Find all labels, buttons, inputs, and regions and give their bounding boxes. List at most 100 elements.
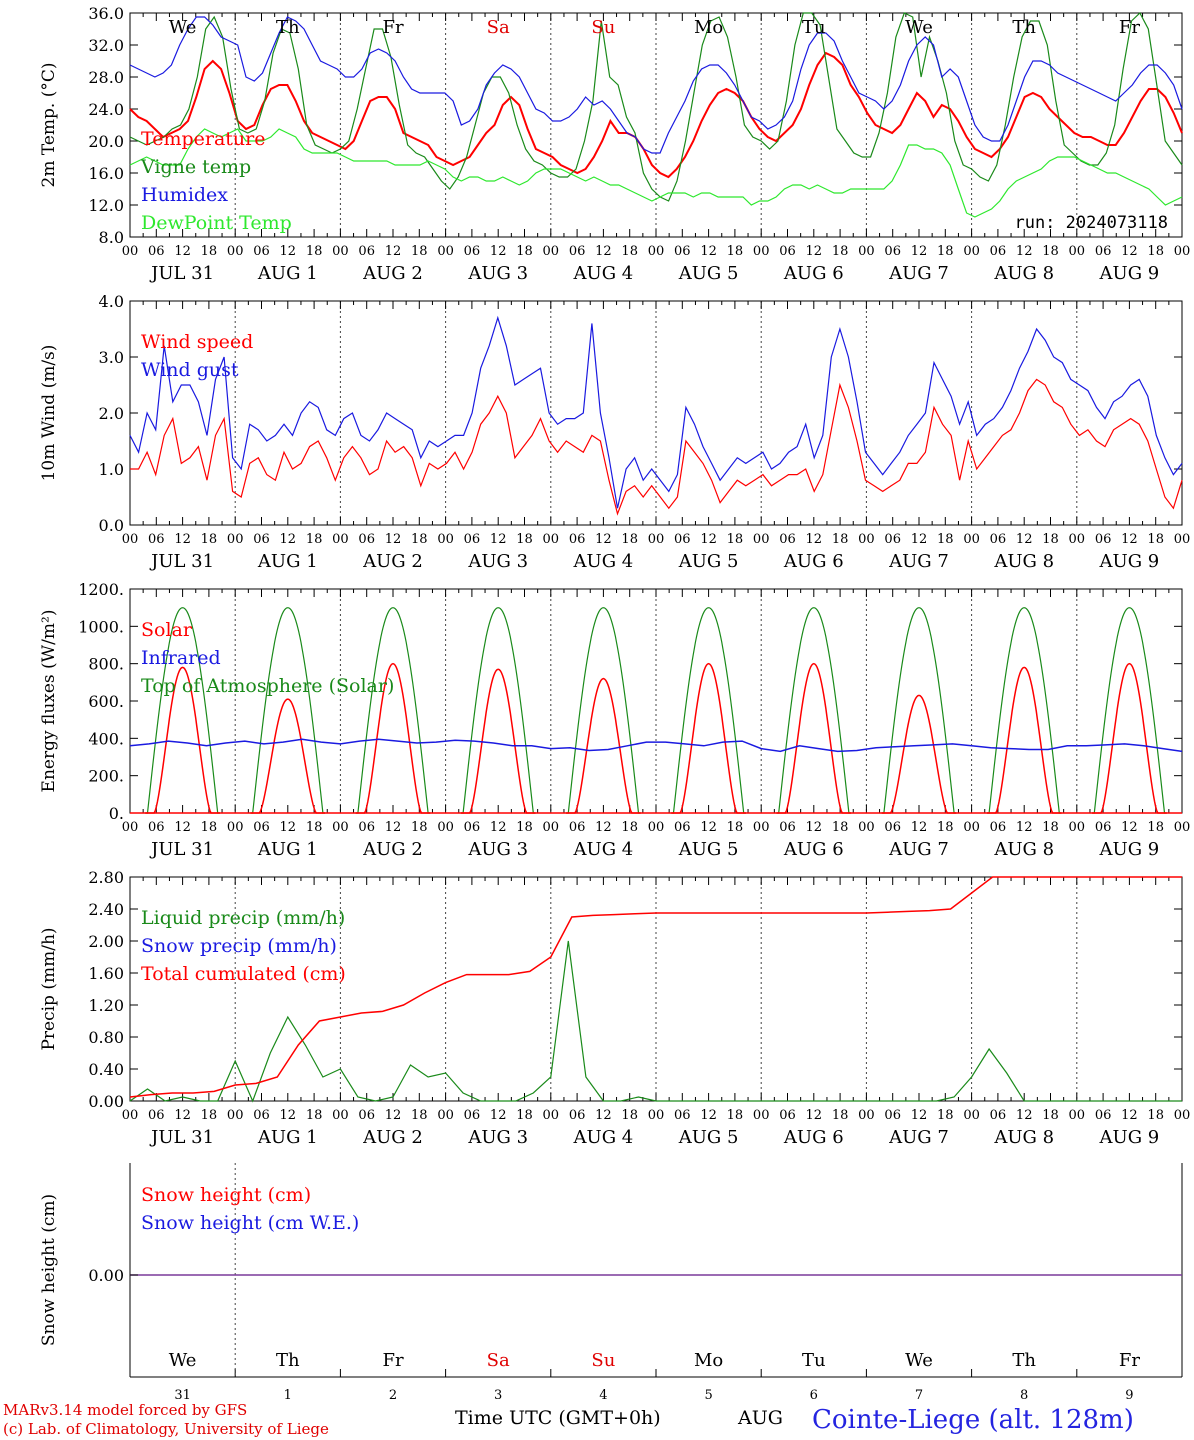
toa-solar-curve xyxy=(145,607,220,814)
y-tick-label: 1.0 xyxy=(99,460,124,479)
x-hour-label: 18 xyxy=(516,244,533,259)
x-hour-label: 00 xyxy=(648,244,665,259)
y-tick-label: 0.40 xyxy=(88,1060,124,1079)
x-hour-label: 00 xyxy=(122,244,139,259)
x-hour-label: 00 xyxy=(122,1108,139,1123)
x-date-label: AUG 8 xyxy=(993,839,1054,860)
weekday-label: Fr xyxy=(1119,17,1140,38)
legend-entry: Wind speed xyxy=(141,331,253,353)
x-hour-label: 12 xyxy=(806,532,823,547)
x-date-label: AUG 8 xyxy=(993,263,1054,284)
x-hour-label: 12 xyxy=(595,1108,612,1123)
x-date-label: JUL 31 xyxy=(149,263,214,284)
x-hour-label: 18 xyxy=(516,532,533,547)
x-hour-label: 00 xyxy=(437,244,454,259)
solar-curve xyxy=(881,694,957,814)
x-hour-label: 06 xyxy=(884,820,901,835)
x-hour-label: 18 xyxy=(1042,244,1059,259)
x-hour-label: 12 xyxy=(385,532,402,547)
x-hour-label: 06 xyxy=(569,820,586,835)
x-hour-label: 12 xyxy=(700,532,717,547)
y-tick-label: 0.00 xyxy=(88,1266,124,1285)
solar-curve xyxy=(671,662,746,814)
x-hour-label: 18 xyxy=(411,1108,428,1123)
x-date-label: AUG 8 xyxy=(993,1127,1054,1148)
series-line-3 xyxy=(129,128,1183,218)
x-hour-label: 18 xyxy=(306,244,323,259)
x-date-label: AUG 9 xyxy=(1099,263,1160,284)
x-hour-label: 18 xyxy=(727,820,744,835)
x-hour-label: 18 xyxy=(937,1108,954,1123)
series-line-0 xyxy=(129,51,1183,179)
x-hour-label: 12 xyxy=(1016,820,1033,835)
toa-solar-curve xyxy=(776,607,852,814)
x-hour-label: 12 xyxy=(280,820,297,835)
toa-solar-curve xyxy=(460,607,536,814)
weekday-label: We xyxy=(169,17,197,38)
x-hour-label: 00 xyxy=(332,244,349,259)
x-hour-label: 12 xyxy=(911,532,928,547)
weekday-label: Tu xyxy=(802,1350,826,1371)
x-hour-label: 06 xyxy=(148,820,165,835)
day-number-label: 9 xyxy=(1125,1388,1133,1403)
y-tick-label: 600. xyxy=(88,692,124,711)
weekday-label: Su xyxy=(591,17,615,38)
x-date-label: JUL 31 xyxy=(149,1127,214,1148)
x-hour-label: 06 xyxy=(253,244,270,259)
solar-curve xyxy=(145,666,220,814)
x-hour-label: 00 xyxy=(753,820,770,835)
y-tick-label: 1200. xyxy=(78,580,124,599)
y-tick-label: 28.0 xyxy=(88,68,124,87)
x-hour-label: 00 xyxy=(648,820,665,835)
x-hour-label: 00 xyxy=(858,1108,875,1123)
x-hour-label: 00 xyxy=(858,244,875,259)
x-hour-label: 06 xyxy=(358,1108,375,1123)
solar-curve xyxy=(566,677,641,814)
x-hour-label: 00 xyxy=(648,532,665,547)
x-hour-label: 06 xyxy=(674,1108,691,1123)
weekday-label: Sa xyxy=(487,1350,510,1371)
x-hour-label: 00 xyxy=(437,820,454,835)
x-date-label: JUL 31 xyxy=(149,839,214,860)
x-date-label: AUG 1 xyxy=(257,839,318,860)
toa-solar-curve xyxy=(355,607,431,814)
x-date-label: AUG 2 xyxy=(362,1127,423,1148)
weekday-label: Tu xyxy=(802,17,826,38)
x-hour-label: 12 xyxy=(1016,1108,1033,1123)
solar-curve xyxy=(250,698,326,814)
lab-credit: (c) Lab. of Climatology, University of L… xyxy=(3,1420,329,1438)
x-hour-label: 06 xyxy=(1095,820,1112,835)
toa-solar-curve xyxy=(986,607,1062,814)
x-date-label: AUG 1 xyxy=(257,263,318,284)
x-date-label: AUG 6 xyxy=(783,263,844,284)
location-label: Cointe-Liege (alt. 128m) xyxy=(812,1405,1134,1435)
x-hour-label: 12 xyxy=(280,532,297,547)
day-number-label: 5 xyxy=(704,1388,712,1403)
x-hour-label: 18 xyxy=(727,244,744,259)
x-hour-label: 18 xyxy=(832,244,849,259)
x-hour-label: 12 xyxy=(174,1108,191,1123)
x-hour-label: 00 xyxy=(122,820,139,835)
y-axis-title: 2m Temp. (°C) xyxy=(39,62,59,187)
x-hour-label: 00 xyxy=(753,532,770,547)
x-hour-label: 18 xyxy=(306,1108,323,1123)
x-date-label: AUG 1 xyxy=(257,1127,318,1148)
x-hour-label: 18 xyxy=(201,1108,218,1123)
weekday-label: Fr xyxy=(382,17,403,38)
x-hour-label: 00 xyxy=(227,820,244,835)
x-date-label: AUG 7 xyxy=(888,551,949,572)
x-hour-label: 12 xyxy=(385,244,402,259)
y-tick-label: 400. xyxy=(88,729,124,748)
x-date-label: AUG 3 xyxy=(467,263,528,284)
y-tick-label: 0.80 xyxy=(88,1028,124,1047)
cumulated-precip-line xyxy=(129,876,1182,1098)
y-axis-title: Snow height (cm) xyxy=(39,1194,59,1346)
x-hour-label: 06 xyxy=(990,532,1007,547)
y-axis-title: Precip (mm/h) xyxy=(39,927,59,1050)
x-hour-label: 12 xyxy=(911,1108,928,1123)
x-hour-label: 18 xyxy=(1042,1108,1059,1123)
x-hour-label: 00 xyxy=(858,532,875,547)
toa-solar-curve xyxy=(671,607,746,814)
x-date-label: AUG 3 xyxy=(467,839,528,860)
